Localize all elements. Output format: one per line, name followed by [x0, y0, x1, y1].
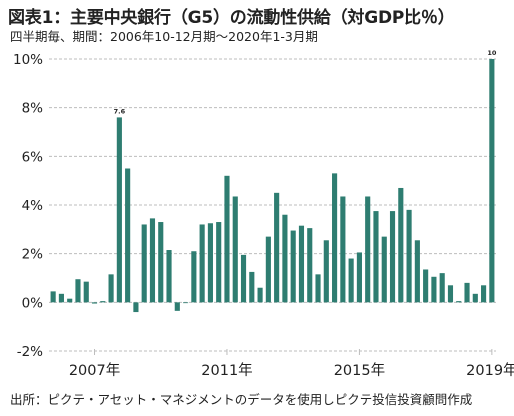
bar-2015Q1: [323, 240, 329, 303]
bar-2016Q1: [356, 252, 362, 303]
bar-2019Q1: [456, 301, 462, 303]
bar-2014Q4: [315, 274, 321, 303]
bars: [50, 59, 495, 313]
bar-2010Q3: [174, 302, 180, 311]
bar-2018Q3: [439, 273, 445, 303]
bar-2017Q1: [389, 211, 396, 303]
bar-2011Q2: [199, 224, 205, 303]
x-tick-label: 2015年: [334, 362, 385, 379]
x-tick-label: 2007年: [69, 362, 120, 379]
y-tick-label: -2%: [17, 344, 43, 360]
bar-2016Q3: [373, 211, 379, 303]
bar-2015Q3: [340, 196, 346, 303]
y-tick-label: 0%: [22, 295, 44, 311]
chart-subtitle: 四半期毎、期間：2006年10-12月期～2020年1-3月期: [10, 29, 318, 44]
bar-2006Q4: [50, 291, 56, 303]
bar-2008Q3: [108, 274, 114, 303]
bar-2013Q3: [274, 192, 280, 303]
bar-2007Q3: [75, 279, 81, 303]
bar-2012Q2: [232, 196, 238, 303]
data-labels: 7.6 10: [114, 49, 497, 115]
source-note: 出所：ピクテ・アセット・マネジメントのデータを使用しピクテ投信投資顧問作成: [10, 392, 473, 407]
x-tick-label: 2011年: [201, 362, 252, 379]
bar-2015Q2: [332, 173, 338, 303]
bar-2018Q2: [431, 276, 437, 303]
bar-2012Q1: [224, 175, 230, 303]
bar-2007Q4: [83, 281, 89, 303]
y-tick-label: 6%: [22, 149, 44, 165]
x-axis-ticks: 2007年 2011年 2015年 2019年: [69, 349, 514, 379]
bar-2018Q1: [423, 269, 429, 303]
bar-2014Q3: [307, 228, 313, 303]
bar-2017Q4: [414, 240, 420, 303]
y-tick-label: 8%: [22, 101, 44, 117]
bar-2012Q3: [240, 254, 247, 303]
bar-2014Q2: [298, 225, 305, 303]
bar-2008Q4: [116, 117, 122, 303]
bar-2009Q3: [141, 224, 147, 303]
bar-2007Q1: [58, 293, 64, 303]
bar-2019Q4: [481, 285, 487, 303]
data-label: 7.6: [114, 107, 126, 115]
bar-2014Q1: [290, 230, 296, 303]
bar-2017Q3: [406, 209, 412, 303]
bar-2010Q2: [166, 250, 172, 303]
bar-2019Q3: [472, 293, 478, 303]
x-tick-label: 2019年: [466, 362, 514, 379]
bar-2007Q2: [67, 298, 73, 303]
bar-2010Q1: [158, 222, 164, 303]
bar-2016Q4: [381, 236, 387, 303]
bar-2009Q1: [125, 168, 131, 303]
bar-2020Q1: [489, 59, 495, 303]
bar-2010Q4: [183, 302, 189, 304]
bar-2013Q4: [282, 214, 288, 303]
bar-2008Q2: [100, 301, 106, 303]
bar-2013Q2: [265, 236, 271, 303]
bar-2011Q4: [216, 222, 222, 303]
y-tick-label: 10%: [13, 52, 43, 68]
y-axis-ticks: -2% 0% 2% 4% 6% 8% 10%: [13, 52, 43, 360]
bar-2008Q1: [91, 302, 98, 304]
gridlines: [49, 58, 496, 352]
bar-2017Q2: [398, 187, 404, 303]
data-label: 10: [487, 49, 497, 57]
bar-2015Q4: [348, 258, 354, 303]
bar-2011Q3: [207, 223, 213, 303]
y-tick-label: 2%: [22, 247, 44, 263]
bar-2013Q1: [257, 287, 263, 303]
y-tick-label: 4%: [22, 198, 44, 214]
chart-title: 図表1：主要中央銀行（G5）の流動性供給（対GDP比％）: [8, 8, 455, 28]
bar-2016Q2: [365, 196, 371, 303]
bar-2018Q4: [447, 285, 454, 303]
bar-2009Q4: [149, 218, 156, 303]
bar-2009Q2: [133, 302, 139, 313]
bar-2019Q2: [464, 282, 470, 303]
bar-2012Q4: [249, 271, 255, 303]
bar-2011Q1: [191, 251, 197, 303]
